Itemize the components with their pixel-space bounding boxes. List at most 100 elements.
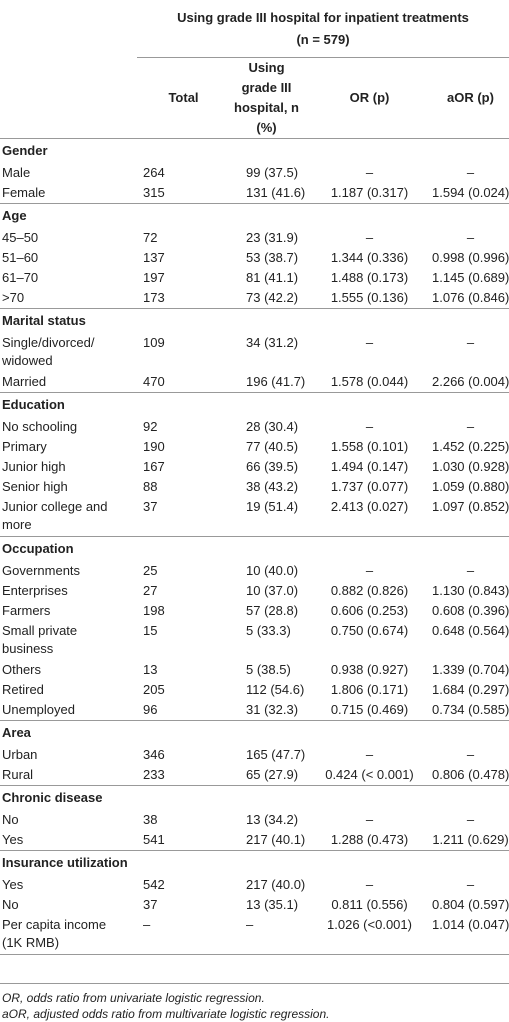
cell: 1.684 (0.297)	[432, 682, 509, 697]
cell: 0.606 (0.253)	[330, 603, 409, 618]
data-row: Enterprises 27 10 (37.0) 0.882 (0.826) 1.130…	[0, 581, 509, 601]
cell: 1.014 (0.047)	[416, 915, 509, 955]
data-row: 51–60 137 53 (38.7) 1.344 (0.336) 0.998 (0.9…	[0, 248, 509, 268]
column-header: OR (p)	[323, 57, 416, 139]
row-label: Enterprises	[2, 583, 68, 598]
section-title: Gender	[2, 143, 48, 158]
data-row: Per capita income (1K RMB) – –1.026 (<0.001…	[0, 915, 509, 955]
cell: 196 (41.7)	[230, 372, 323, 393]
cell: –	[466, 335, 475, 350]
data-row: Small private business 15 5 (33.3) 0.750 (0.…	[0, 621, 509, 660]
cell: 1.488 (0.173)	[330, 270, 409, 285]
row-label: Single/divorced/widowed	[0, 333, 137, 372]
cell: 28 (30.4)	[246, 419, 299, 434]
cell: 1.288 (0.473)	[323, 830, 416, 851]
section-row: Gender	[0, 139, 509, 164]
cell: –	[466, 419, 475, 434]
row-label: Farmers	[2, 603, 51, 618]
footnotes: OR, odds ratio from univariate logistic …	[0, 983, 509, 1022]
cell: 0.811 (0.556)	[331, 897, 408, 912]
cell: 1.026 (<0.001)	[323, 915, 416, 955]
cell: –	[365, 335, 374, 350]
cell: 10 (40.0)	[246, 563, 299, 578]
data-row: Married 470 196 (41.7) 1.578 (0.044) 2.266 (…	[0, 372, 509, 393]
table-title: Using grade III hospital for inpatient t…	[137, 0, 509, 58]
data-row: Primary 190 77 (40.5) 1.558 (0.101) 1.452 (0…	[0, 437, 509, 457]
cell: 0.648 (0.564)	[432, 623, 509, 638]
cell: –	[466, 747, 475, 762]
cell: 5 (38.5)	[246, 662, 291, 677]
row-label: Urban	[2, 747, 38, 762]
cell: 0.715 (0.469)	[323, 700, 416, 721]
column-header: Using grade III hospital, n (%)	[230, 57, 323, 139]
row-label: Junior high	[2, 459, 66, 474]
section-row: Occupation	[0, 537, 509, 562]
cell: 72	[143, 230, 158, 245]
cell: 1.211 (0.629)	[416, 830, 509, 851]
cell: 23 (31.9)	[246, 230, 299, 245]
cell: –	[365, 877, 374, 892]
row-label: Small private business	[0, 621, 137, 660]
cell: 346	[143, 747, 165, 762]
data-row: Yes 541 217 (40.1) 1.288 (0.473) 1.211 (0.62…	[0, 830, 509, 851]
data-row: Yes 542 217 (40.0) – –	[0, 875, 509, 895]
title-text: Using grade III hospital for inpatient t…	[177, 9, 469, 25]
cell: 1.145 (0.689)	[432, 270, 509, 285]
cell: 88	[143, 479, 158, 494]
cell: 1.452 (0.225)	[432, 439, 509, 454]
data-row: Urban 346 165 (47.7) – –	[0, 745, 509, 765]
section-row: Area	[0, 721, 509, 746]
row-label-line: Single/divorced/	[2, 335, 95, 350]
row-label: Male	[2, 165, 31, 180]
cell: 1.737 (0.077)	[330, 479, 409, 494]
data-row: 45–50 72 23 (31.9) – –	[0, 228, 509, 248]
row-label: Yes	[2, 877, 24, 892]
data-row: >70 173 73 (42.2) 1.555 (0.136) 1.076 (0.846…	[0, 288, 509, 309]
cell: 19 (51.4)	[230, 497, 323, 537]
cell: 0.882 (0.826)	[330, 583, 409, 598]
cell: –	[365, 747, 374, 762]
cell: 0.734 (0.585)	[416, 700, 509, 721]
section-row: Age	[0, 204, 509, 229]
cell: –	[466, 877, 475, 892]
cell: –	[365, 563, 374, 578]
cell: 470	[137, 372, 230, 393]
cell: 541	[137, 830, 230, 851]
cell: 38	[143, 812, 158, 827]
cell: 5 (33.3)	[246, 623, 291, 638]
row-label: Married	[0, 372, 137, 393]
data-row: Junior college and more 37 19 (51.4) 2.413 (…	[0, 497, 509, 537]
cell: –	[466, 165, 475, 180]
data-row: No schooling 92 28 (30.4) – –	[0, 417, 509, 437]
cell: –	[365, 812, 374, 827]
cell: 1.558 (0.101)	[330, 439, 409, 454]
cell: 109	[143, 335, 165, 350]
cell: 1.030 (0.928)	[432, 459, 509, 474]
row-label-line: Per capita income	[2, 917, 107, 932]
data-row: Female 315 131 (41.6) 1.187 (0.317) 1.594 (0…	[0, 183, 509, 204]
section-title: Insurance utilization	[2, 855, 128, 870]
section-row: Chronic disease	[0, 786, 509, 811]
cell: 57 (28.8)	[246, 603, 299, 618]
row-label: Primary	[2, 439, 47, 454]
row-label-line: more	[2, 517, 32, 532]
cell: 217 (40.1)	[230, 830, 323, 851]
cell: –	[466, 563, 475, 578]
subtitle-text: (n = 579)	[296, 31, 350, 47]
row-label: Retired	[2, 682, 44, 697]
cell: 27	[143, 583, 158, 598]
title-row: Using grade III hospital for inpatient t…	[0, 0, 509, 58]
footnote: OR, odds ratio from univariate logistic …	[2, 991, 265, 1005]
footnote: aOR, adjusted odds ratio from multivaria…	[2, 1007, 330, 1021]
cell: 77 (40.5)	[246, 439, 299, 454]
cell: –	[466, 230, 475, 245]
row-label: Yes	[0, 830, 137, 851]
cell: 2.266 (0.004)	[416, 372, 509, 393]
data-row: Single/divorced/widowed 109 34 (31.2) – –	[0, 333, 509, 372]
row-label: No	[2, 897, 19, 912]
cell: 53 (38.7)	[246, 250, 299, 265]
row-label: >70	[0, 288, 137, 309]
cell: 37	[137, 497, 230, 537]
row-label-line: (1K RMB)	[2, 935, 60, 950]
